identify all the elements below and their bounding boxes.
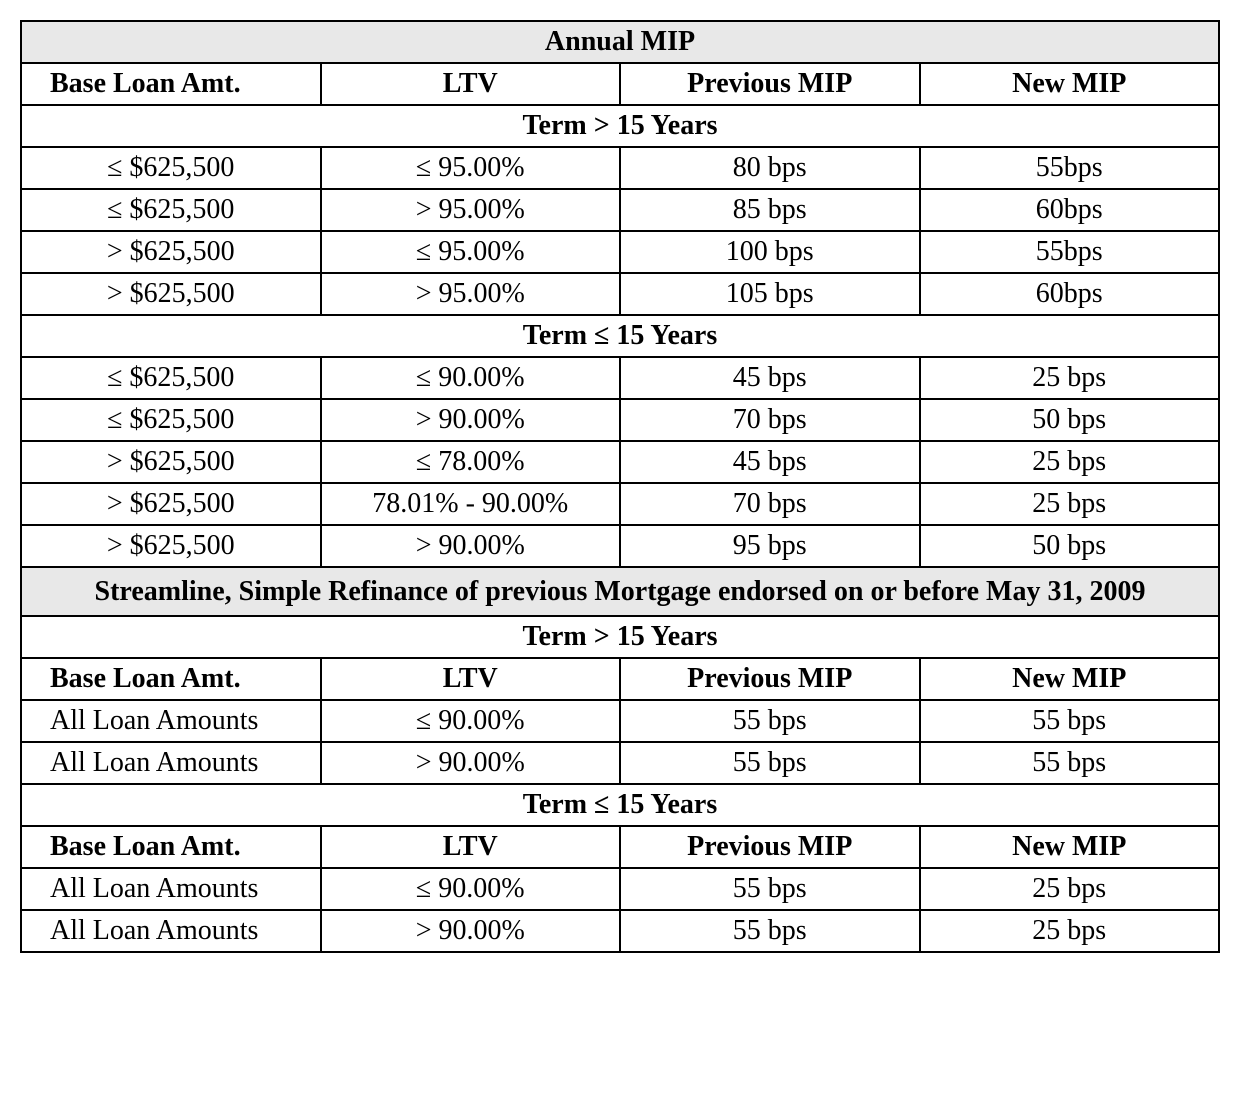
section-label: Streamline, Simple Refinance of previous… bbox=[21, 567, 1219, 616]
header-prev-mip: Previous MIP bbox=[620, 63, 920, 105]
cell-new-mip: 50 bps bbox=[920, 525, 1220, 567]
cell-base-loan: > $625,500 bbox=[21, 441, 321, 483]
table-row: > $625,500 > 90.00% 95 bps 50 bps bbox=[21, 525, 1219, 567]
cell-new-mip: 60bps bbox=[920, 189, 1220, 231]
cell-base-loan: All Loan Amounts bbox=[21, 910, 321, 952]
cell-ltv: ≤ 95.00% bbox=[321, 231, 621, 273]
section-streamline: Streamline, Simple Refinance of previous… bbox=[21, 567, 1219, 616]
cell-new-mip: 55bps bbox=[920, 147, 1220, 189]
cell-prev-mip: 55 bps bbox=[620, 910, 920, 952]
cell-new-mip: 25 bps bbox=[920, 483, 1220, 525]
cell-prev-mip: 45 bps bbox=[620, 357, 920, 399]
table-row: All Loan Amounts ≤ 90.00% 55 bps 55 bps bbox=[21, 700, 1219, 742]
cell-prev-mip: 70 bps bbox=[620, 483, 920, 525]
header-new-mip: New MIP bbox=[920, 826, 1220, 868]
header-row-2: Base Loan Amt. LTV Previous MIP New MIP bbox=[21, 658, 1219, 700]
cell-base-loan: > $625,500 bbox=[21, 273, 321, 315]
cell-new-mip: 25 bps bbox=[920, 910, 1220, 952]
cell-prev-mip: 45 bps bbox=[620, 441, 920, 483]
table-row: > $625,500 > 95.00% 105 bps 60bps bbox=[21, 273, 1219, 315]
cell-new-mip: 50 bps bbox=[920, 399, 1220, 441]
table-title-row: Annual MIP bbox=[21, 21, 1219, 63]
cell-base-loan: ≤ $625,500 bbox=[21, 147, 321, 189]
cell-new-mip: 25 bps bbox=[920, 357, 1220, 399]
cell-ltv: ≤ 90.00% bbox=[321, 357, 621, 399]
cell-prev-mip: 100 bps bbox=[620, 231, 920, 273]
cell-new-mip: 55 bps bbox=[920, 742, 1220, 784]
header-row-3: Base Loan Amt. LTV Previous MIP New MIP bbox=[21, 826, 1219, 868]
cell-prev-mip: 55 bps bbox=[620, 742, 920, 784]
cell-ltv: > 90.00% bbox=[321, 910, 621, 952]
cell-ltv: ≤ 90.00% bbox=[321, 700, 621, 742]
cell-prev-mip: 55 bps bbox=[620, 868, 920, 910]
header-base-loan: Base Loan Amt. bbox=[21, 826, 321, 868]
cell-ltv: 78.01% - 90.00% bbox=[321, 483, 621, 525]
table-row: ≤ $625,500 ≤ 90.00% 45 bps 25 bps bbox=[21, 357, 1219, 399]
cell-prev-mip: 55 bps bbox=[620, 700, 920, 742]
cell-base-loan: > $625,500 bbox=[21, 483, 321, 525]
cell-ltv: ≤ 95.00% bbox=[321, 147, 621, 189]
cell-prev-mip: 105 bps bbox=[620, 273, 920, 315]
header-ltv: LTV bbox=[321, 826, 621, 868]
cell-new-mip: 55bps bbox=[920, 231, 1220, 273]
section-term-le-15-b: Term ≤ 15 Years bbox=[21, 784, 1219, 826]
table-row: All Loan Amounts > 90.00% 55 bps 25 bps bbox=[21, 910, 1219, 952]
cell-ltv: ≤ 78.00% bbox=[321, 441, 621, 483]
section-label: Term ≤ 15 Years bbox=[21, 784, 1219, 826]
table-row: ≤ $625,500 > 95.00% 85 bps 60bps bbox=[21, 189, 1219, 231]
section-term-gt-15-b: Term > 15 Years bbox=[21, 616, 1219, 658]
table-row: All Loan Amounts > 90.00% 55 bps 55 bps bbox=[21, 742, 1219, 784]
header-prev-mip: Previous MIP bbox=[620, 826, 920, 868]
cell-prev-mip: 95 bps bbox=[620, 525, 920, 567]
cell-prev-mip: 70 bps bbox=[620, 399, 920, 441]
table-row: > $625,500 78.01% - 90.00% 70 bps 25 bps bbox=[21, 483, 1219, 525]
table-row: All Loan Amounts ≤ 90.00% 55 bps 25 bps bbox=[21, 868, 1219, 910]
section-term-gt-15: Term > 15 Years bbox=[21, 105, 1219, 147]
cell-ltv: > 95.00% bbox=[321, 273, 621, 315]
cell-base-loan: ≤ $625,500 bbox=[21, 357, 321, 399]
cell-new-mip: 25 bps bbox=[920, 441, 1220, 483]
cell-new-mip: 55 bps bbox=[920, 700, 1220, 742]
cell-ltv: > 90.00% bbox=[321, 742, 621, 784]
cell-base-loan: All Loan Amounts bbox=[21, 868, 321, 910]
header-base-loan: Base Loan Amt. bbox=[21, 63, 321, 105]
cell-base-loan: > $625,500 bbox=[21, 231, 321, 273]
section-term-le-15: Term ≤ 15 Years bbox=[21, 315, 1219, 357]
cell-ltv: > 90.00% bbox=[321, 525, 621, 567]
header-row-1: Base Loan Amt. LTV Previous MIP New MIP bbox=[21, 63, 1219, 105]
table-row: ≤ $625,500 > 90.00% 70 bps 50 bps bbox=[21, 399, 1219, 441]
table-row: > $625,500 ≤ 78.00% 45 bps 25 bps bbox=[21, 441, 1219, 483]
header-new-mip: New MIP bbox=[920, 63, 1220, 105]
cell-ltv: ≤ 90.00% bbox=[321, 868, 621, 910]
section-label: Term > 15 Years bbox=[21, 105, 1219, 147]
cell-new-mip: 60bps bbox=[920, 273, 1220, 315]
cell-base-loan: ≤ $625,500 bbox=[21, 189, 321, 231]
cell-base-loan: All Loan Amounts bbox=[21, 742, 321, 784]
section-label: Term ≤ 15 Years bbox=[21, 315, 1219, 357]
cell-base-loan: All Loan Amounts bbox=[21, 700, 321, 742]
table-row: ≤ $625,500 ≤ 95.00% 80 bps 55bps bbox=[21, 147, 1219, 189]
cell-ltv: > 90.00% bbox=[321, 399, 621, 441]
header-new-mip: New MIP bbox=[920, 658, 1220, 700]
header-ltv: LTV bbox=[321, 63, 621, 105]
mip-table: Annual MIP Base Loan Amt. LTV Previous M… bbox=[20, 20, 1220, 953]
table-row: > $625,500 ≤ 95.00% 100 bps 55bps bbox=[21, 231, 1219, 273]
table-title: Annual MIP bbox=[21, 21, 1219, 63]
cell-prev-mip: 85 bps bbox=[620, 189, 920, 231]
cell-base-loan: ≤ $625,500 bbox=[21, 399, 321, 441]
header-ltv: LTV bbox=[321, 658, 621, 700]
header-base-loan: Base Loan Amt. bbox=[21, 658, 321, 700]
cell-ltv: > 95.00% bbox=[321, 189, 621, 231]
cell-base-loan: > $625,500 bbox=[21, 525, 321, 567]
section-label: Term > 15 Years bbox=[21, 616, 1219, 658]
header-prev-mip: Previous MIP bbox=[620, 658, 920, 700]
cell-new-mip: 25 bps bbox=[920, 868, 1220, 910]
cell-prev-mip: 80 bps bbox=[620, 147, 920, 189]
